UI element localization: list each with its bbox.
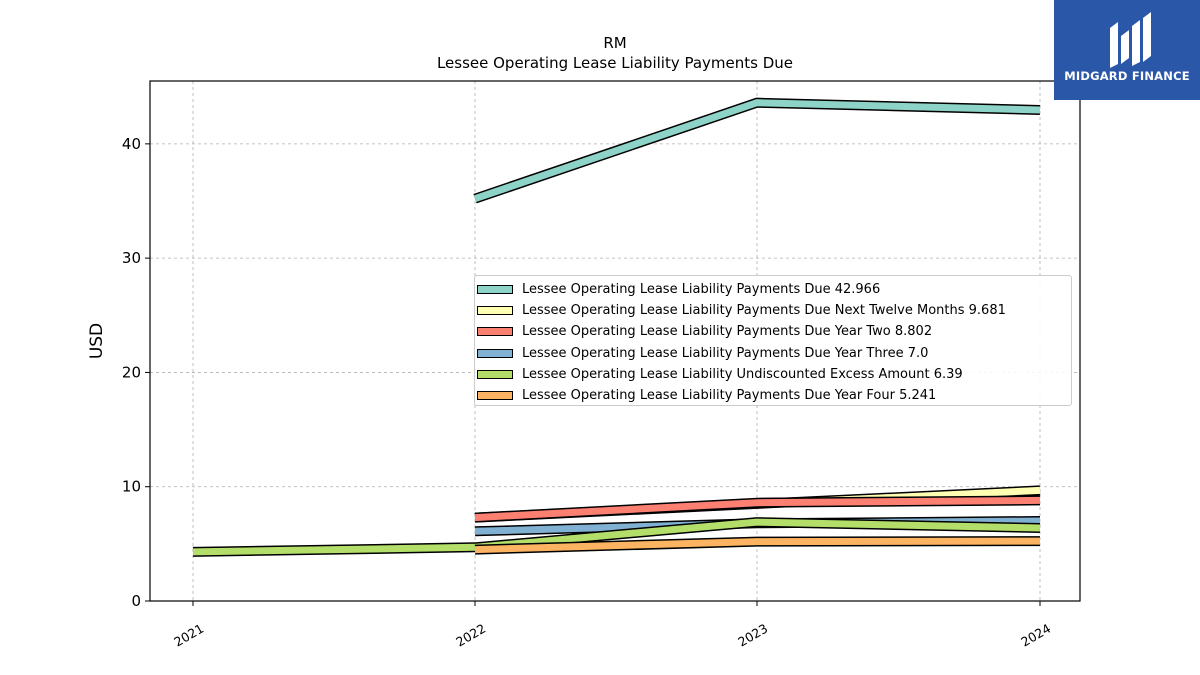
y-tick-label: 20 — [122, 363, 141, 381]
brand-logo: MIDGARD FINANCE — [1054, 0, 1200, 100]
legend-item: Lessee Operating Lease Liability Payment… — [475, 300, 1071, 321]
y-tick-label: 10 — [122, 478, 141, 496]
legend-item: Lessee Operating Lease Liability Payment… — [475, 385, 1071, 406]
legend-item: Lessee Operating Lease Liability Undisco… — [475, 364, 1071, 385]
series-3-line — [474, 495, 1041, 523]
series-5-line — [192, 517, 1041, 557]
legend-swatch — [477, 391, 513, 401]
series-6-line — [474, 536, 1041, 555]
legend-swatch — [477, 327, 513, 337]
y-tick-label: 40 — [122, 135, 141, 153]
x-tick-label: 2023 — [735, 621, 770, 650]
x-tick-label: 2021 — [171, 621, 206, 650]
legend-item: Lessee Operating Lease Liability Payment… — [475, 279, 1071, 300]
series-layer — [192, 97, 1041, 557]
legend-swatch — [477, 348, 513, 358]
y-tick-label: 0 — [131, 592, 141, 610]
legend-swatch — [477, 285, 513, 295]
legend-swatch — [477, 306, 513, 316]
brand-name: MIDGARD FINANCE — [1064, 69, 1190, 83]
chart-subtitle: Lessee Operating Lease Liability Payment… — [437, 54, 793, 72]
chart-title: RM — [603, 34, 626, 52]
legend-item: Lessee Operating Lease Liability Payment… — [475, 343, 1071, 364]
legend-swatch — [477, 369, 513, 379]
legend-label: Lessee Operating Lease Liability Undisco… — [522, 366, 963, 382]
x-tick-label: 2024 — [1018, 621, 1053, 650]
y-tick-label: 30 — [122, 249, 141, 267]
plot-frame — [149, 80, 1081, 602]
x-tick-label: 2022 — [453, 621, 488, 650]
chart-legend: Lessee Operating Lease Liability Payment… — [474, 275, 1072, 406]
y-axis-label: USD — [87, 323, 107, 359]
legend-label: Lessee Operating Lease Liability Payment… — [522, 324, 933, 340]
legend-label: Lessee Operating Lease Liability Payment… — [522, 388, 937, 404]
legend-item: Lessee Operating Lease Liability Payment… — [475, 321, 1071, 342]
legend-label: Lessee Operating Lease Liability Payment… — [522, 345, 929, 361]
legend-label: Lessee Operating Lease Liability Payment… — [522, 282, 881, 298]
series-1-line — [473, 97, 1041, 204]
logo-mark-icon — [1110, 12, 1151, 68]
legend-label: Lessee Operating Lease Liability Payment… — [522, 303, 1006, 319]
